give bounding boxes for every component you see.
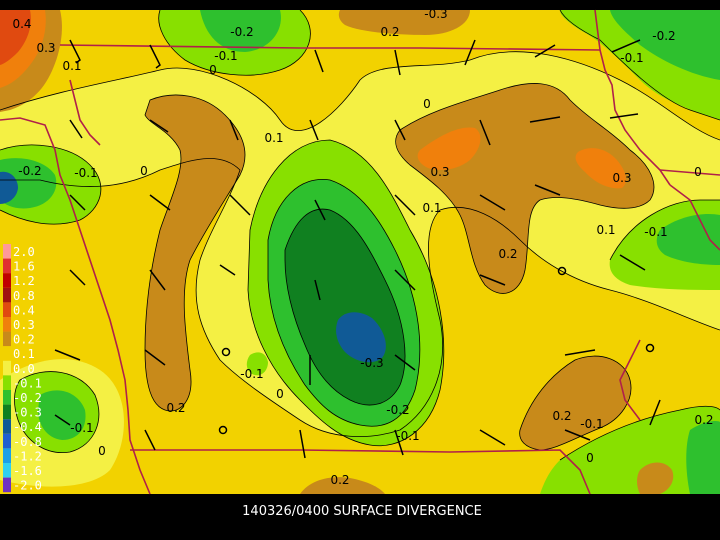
legend-swatch [3,331,11,347]
contour-label: -0.1 [396,429,419,443]
legend-swatch [3,346,11,361]
contour-label: 0 [586,451,594,465]
contour-label: -0.2 [652,29,675,43]
legend-label: 0.1 [13,347,35,361]
contour-label: 0.1 [62,59,81,73]
legend-swatch [3,258,11,274]
legend-label: -0.3 [13,406,42,420]
contour-label: 0.3 [36,41,55,55]
contour-label: 0.1 [264,131,283,145]
contour-label: 0 [423,97,431,111]
contour-label: -0.1 [580,417,603,431]
contour-label: 0 [276,387,284,401]
contour-labels: 0.40.30.1-0.2-0.10-0.30.2 -0.2-0.100.1-0.… [12,7,713,487]
contour-label: 0.2 [330,473,349,487]
legend-label: -0.2 [13,391,42,405]
contour-label: 0.2 [380,25,399,39]
contour-label: 0.1 [422,201,441,215]
contour-label: 0.2 [694,413,713,427]
legend-swatch [3,477,11,493]
legend-label: 2.0 [13,245,35,259]
contour-fills [0,10,720,494]
legend-swatch [3,287,11,303]
map-title: 140326/0400 SURFACE DIVERGENCE [242,504,482,519]
contour-label: 0.2 [498,247,517,261]
legend-label: -0.4 [13,420,42,434]
legend-label: -1.2 [13,449,42,463]
contour-label: 0.3 [612,171,631,185]
legend-label: -0.1 [13,376,42,390]
contour-label: 0 [98,444,106,458]
legend-label: 1.2 [13,274,35,288]
contour-label: -0.2 [386,403,409,417]
legend-swatch [3,302,11,317]
legend-swatch [3,433,11,449]
contour-label: 0.1 [596,223,615,237]
contour-label: 0 [140,164,148,178]
legend-label: 0.2 [13,333,35,347]
legend-swatch [3,244,11,259]
legend-label: -0.8 [13,435,42,449]
contour-label: -0.1 [644,225,667,239]
contour-label: -0.1 [74,166,97,180]
state-borders [0,9,720,495]
contour-label: -0.1 [620,51,643,65]
legend-swatch [3,419,11,434]
contour-label: 0.2 [166,401,185,415]
calm-markers [218,266,655,435]
contour-label: 0 [694,165,702,179]
legend-label: -2.0 [13,479,42,493]
legend-swatch [3,404,11,420]
legend-label: -1.6 [13,464,42,478]
contour-label: -0.1 [214,49,237,63]
legend-label: 0.0 [13,362,35,376]
legend-swatch [3,448,11,463]
contour-label: -0.1 [70,421,93,435]
legend-swatch [3,273,11,288]
contour-label: 0.2 [552,409,571,423]
contour-label: 0.4 [12,17,31,31]
contour-label: -0.3 [360,356,383,370]
contour-label: -0.2 [18,164,41,178]
contour-label: 0 [209,63,217,77]
legend-swatch [3,317,11,332]
contour-label: -0.1 [240,367,263,381]
contour-label: -0.2 [230,25,253,39]
legend-swatch [3,390,11,405]
legend-swatch [3,463,11,478]
wind-barbs [54,39,661,459]
legend-label: 0.4 [13,303,35,317]
legend-swatch [3,360,11,376]
color-legend: 2.01.61.20.80.40.30.20.10.0-0.1-0.2-0.3-… [3,244,42,493]
legend-label: 0.8 [13,289,35,303]
contour-label: 0.3 [430,165,449,179]
legend-label: 0.3 [13,318,35,332]
contour-label: -0.3 [424,7,447,21]
legend-swatch [3,375,11,390]
legend-label: 1.6 [13,260,35,274]
